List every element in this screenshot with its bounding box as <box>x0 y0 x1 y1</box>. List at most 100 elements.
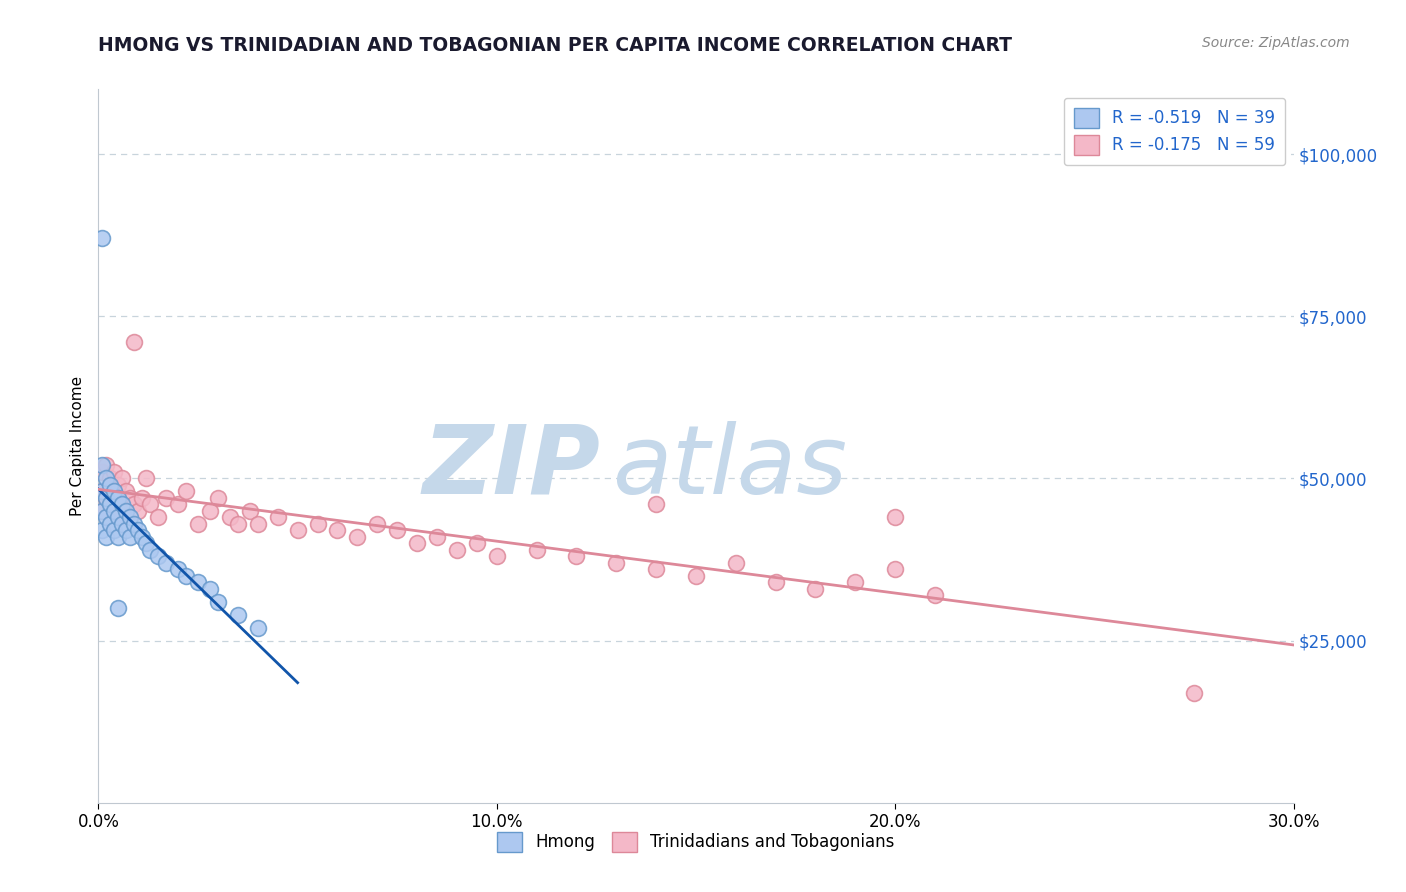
Point <box>103 504 125 518</box>
Point <box>605 556 627 570</box>
Point <box>844 575 866 590</box>
Point <box>98 497 122 511</box>
Point <box>485 549 508 564</box>
Point <box>406 536 429 550</box>
Point <box>96 471 118 485</box>
Point <box>226 607 249 622</box>
Point <box>120 510 142 524</box>
Point <box>103 465 125 479</box>
Point <box>120 530 142 544</box>
Point <box>685 568 707 582</box>
Point <box>111 504 134 518</box>
Point <box>111 497 134 511</box>
Point <box>645 562 668 576</box>
Point <box>307 516 329 531</box>
Point <box>135 536 157 550</box>
Point <box>139 542 162 557</box>
Point <box>91 484 114 499</box>
Point <box>124 335 146 350</box>
Point <box>115 484 138 499</box>
Text: Source: ZipAtlas.com: Source: ZipAtlas.com <box>1202 36 1350 50</box>
Point <box>135 471 157 485</box>
Point <box>124 516 146 531</box>
Point <box>107 601 129 615</box>
Point <box>465 536 488 550</box>
Point <box>385 524 409 538</box>
Text: ZIP: ZIP <box>422 421 600 514</box>
Point <box>131 491 153 505</box>
Point <box>91 465 114 479</box>
Point <box>645 497 668 511</box>
Y-axis label: Per Capita Income: Per Capita Income <box>70 376 86 516</box>
Point <box>155 491 177 505</box>
Point <box>148 510 170 524</box>
Point <box>219 510 242 524</box>
Point <box>98 478 122 492</box>
Point <box>198 504 221 518</box>
Point <box>91 231 114 245</box>
Point <box>91 458 114 473</box>
Point <box>111 516 134 531</box>
Text: atlas: atlas <box>613 421 848 514</box>
Point <box>187 575 209 590</box>
Point <box>155 556 177 570</box>
Point <box>107 491 129 505</box>
Point <box>115 524 138 538</box>
Point <box>107 478 129 492</box>
Point <box>139 497 162 511</box>
Point <box>366 516 388 531</box>
Point <box>239 504 262 518</box>
Point <box>246 516 269 531</box>
Point <box>124 497 146 511</box>
Point <box>96 491 118 505</box>
Point <box>226 516 249 531</box>
Point <box>187 516 209 531</box>
Point <box>107 530 129 544</box>
Point <box>91 504 114 518</box>
Point <box>765 575 787 590</box>
Point <box>107 497 129 511</box>
Point <box>174 484 197 499</box>
Point <box>246 621 269 635</box>
Text: HMONG VS TRINIDADIAN AND TOBAGONIAN PER CAPITA INCOME CORRELATION CHART: HMONG VS TRINIDADIAN AND TOBAGONIAN PER … <box>98 36 1012 54</box>
Point <box>287 524 309 538</box>
Point <box>326 524 349 538</box>
Point <box>565 549 588 564</box>
Point <box>884 510 907 524</box>
Point <box>91 484 114 499</box>
Point <box>103 504 125 518</box>
Legend: Hmong, Trinidadians and Tobagonians: Hmong, Trinidadians and Tobagonians <box>491 825 901 859</box>
Point <box>346 530 368 544</box>
Point <box>804 582 827 596</box>
Point <box>174 568 197 582</box>
Point <box>198 582 221 596</box>
Point <box>924 588 946 602</box>
Point <box>96 530 118 544</box>
Point <box>207 595 229 609</box>
Point <box>91 504 114 518</box>
Point <box>426 530 449 544</box>
Point <box>115 504 138 518</box>
Point <box>446 542 468 557</box>
Point <box>115 510 138 524</box>
Point <box>127 524 149 538</box>
Point <box>120 491 142 505</box>
Point <box>167 562 190 576</box>
Point <box>107 510 129 524</box>
Point <box>103 524 125 538</box>
Point <box>267 510 290 524</box>
Point <box>148 549 170 564</box>
Point <box>884 562 907 576</box>
Point <box>111 471 134 485</box>
Point <box>131 530 153 544</box>
Point <box>103 484 125 499</box>
Point <box>98 497 122 511</box>
Point <box>127 504 149 518</box>
Point <box>96 510 118 524</box>
Point <box>1182 685 1205 699</box>
Point <box>91 524 114 538</box>
Point <box>98 471 122 485</box>
Point <box>96 458 118 473</box>
Point <box>98 516 122 531</box>
Point <box>526 542 548 557</box>
